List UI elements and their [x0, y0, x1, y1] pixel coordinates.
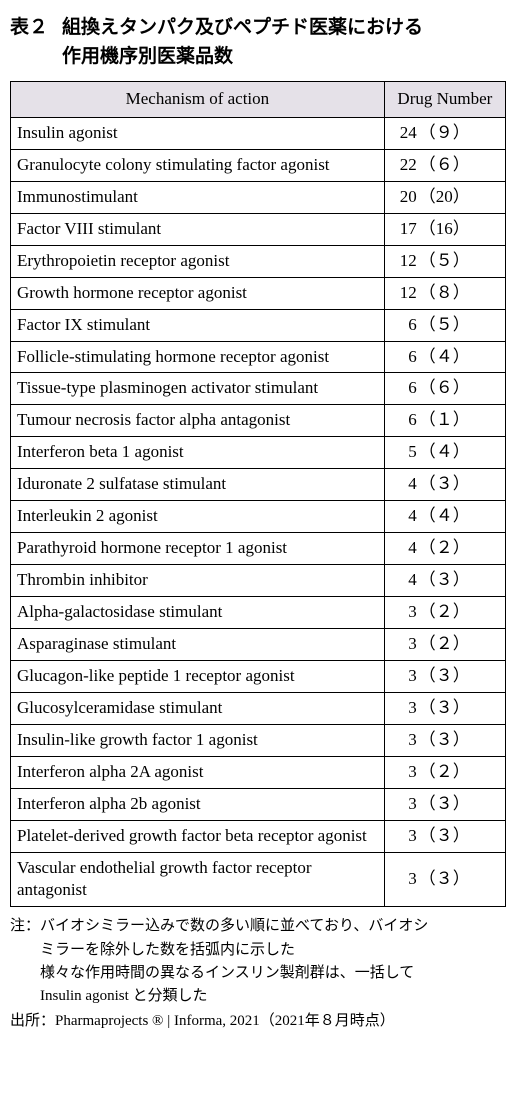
- cell-moa: Iduronate 2 sulfatase stimulant: [11, 469, 385, 501]
- cell-moa: Interleukin 2 agonist: [11, 501, 385, 533]
- table-row: Platelet-derived growth factor beta rece…: [11, 820, 506, 852]
- cell-number: 4（２）: [384, 533, 505, 565]
- cell-moa: Factor IX stimulant: [11, 309, 385, 341]
- cell-number: 20（20）: [384, 181, 505, 213]
- cell-number: 3（３）: [384, 724, 505, 756]
- footnotes: 注： バイオシミラー込みで数の多い順に並べており、バイオシ ミラーを除外した数を…: [10, 915, 506, 1033]
- cell-number: 12（５）: [384, 245, 505, 277]
- cell-number: 24（９）: [384, 117, 505, 149]
- table-title: 表２ 組換えタンパク及びペプチド医薬における 作用機序別医薬品数: [10, 14, 506, 71]
- cell-moa: Interferon alpha 2A agonist: [11, 756, 385, 788]
- cell-number: 4（３）: [384, 469, 505, 501]
- table-row: Vascular endothelial growth factor recep…: [11, 852, 506, 907]
- note-prefix: 注：: [10, 915, 40, 1008]
- cell-moa: Glucagon-like peptide 1 receptor agonist: [11, 660, 385, 692]
- cell-number: 12（８）: [384, 277, 505, 309]
- table-row: Insulin-like growth factor 1 agonist3（３）: [11, 724, 506, 756]
- table-row: Erythropoietin receptor agonist12（５）: [11, 245, 506, 277]
- cell-moa: Glucosylceramidase stimulant: [11, 692, 385, 724]
- table-row: Tissue-type plasminogen activator stimul…: [11, 373, 506, 405]
- cell-number: 6（５）: [384, 309, 505, 341]
- cell-moa: Asparaginase stimulant: [11, 628, 385, 660]
- cell-moa: Follicle-stimulating hormone receptor ag…: [11, 341, 385, 373]
- cell-number: 3（２）: [384, 628, 505, 660]
- table-title-text: 組換えタンパク及びペプチド医薬における 作用機序別医薬品数: [62, 14, 423, 71]
- cell-number: 4（３）: [384, 565, 505, 597]
- cell-number: 6（４）: [384, 341, 505, 373]
- cell-moa: Parathyroid hormone receptor 1 agonist: [11, 533, 385, 565]
- cell-moa: Interferon beta 1 agonist: [11, 437, 385, 469]
- cell-number: 3（３）: [384, 852, 505, 907]
- cell-number: 3（３）: [384, 660, 505, 692]
- cell-moa: Interferon alpha 2b agonist: [11, 788, 385, 820]
- cell-number: 6（６）: [384, 373, 505, 405]
- cell-moa: Tumour necrosis factor alpha antagonist: [11, 405, 385, 437]
- cell-number: 4（４）: [384, 501, 505, 533]
- cell-number: 3（２）: [384, 756, 505, 788]
- table-row: Factor VIII stimulant17（16）: [11, 213, 506, 245]
- cell-number: 6（１）: [384, 405, 505, 437]
- table-row: Growth hormone receptor agonist12（８）: [11, 277, 506, 309]
- cell-number: 22（６）: [384, 149, 505, 181]
- table-row: Interferon beta 1 agonist5（４）: [11, 437, 506, 469]
- cell-moa: Insulin agonist: [11, 117, 385, 149]
- table-row: Follicle-stimulating hormone receptor ag…: [11, 341, 506, 373]
- cell-moa: Immunostimulant: [11, 181, 385, 213]
- table-row: Iduronate 2 sulfatase stimulant4（３）: [11, 469, 506, 501]
- table-row: Factor IX stimulant6（５）: [11, 309, 506, 341]
- table-row: Alpha-galactosidase stimulant3（２）: [11, 597, 506, 629]
- note-body-1: バイオシミラー込みで数の多い順に並べており、バイオシ ミラーを除外した数を括弧内…: [40, 915, 428, 1008]
- cell-moa: Factor VIII stimulant: [11, 213, 385, 245]
- source-line: 出所：Pharmaprojects ® | Informa, 2021（2021…: [10, 1010, 506, 1033]
- header-num: Drug Number: [384, 82, 505, 118]
- table-row: Glucagon-like peptide 1 receptor agonist…: [11, 660, 506, 692]
- table-row: Interferon alpha 2b agonist3（３）: [11, 788, 506, 820]
- table-row: Parathyroid hormone receptor 1 agonist4（…: [11, 533, 506, 565]
- table-number: 表２: [10, 14, 48, 43]
- table-row: Interleukin 2 agonist4（４）: [11, 501, 506, 533]
- table-row: Asparaginase stimulant3（２）: [11, 628, 506, 660]
- cell-number: 3（３）: [384, 820, 505, 852]
- cell-moa: Platelet-derived growth factor beta rece…: [11, 820, 385, 852]
- cell-moa: Alpha-galactosidase stimulant: [11, 597, 385, 629]
- cell-moa: Growth hormone receptor agonist: [11, 277, 385, 309]
- table-row: Glucosylceramidase stimulant3（３）: [11, 692, 506, 724]
- table-row: Tumour necrosis factor alpha antagonist6…: [11, 405, 506, 437]
- cell-number: 17（16）: [384, 213, 505, 245]
- cell-moa: Erythropoietin receptor agonist: [11, 245, 385, 277]
- cell-moa: Thrombin inhibitor: [11, 565, 385, 597]
- cell-number: 3（２）: [384, 597, 505, 629]
- table-row: Insulin agonist24（９）: [11, 117, 506, 149]
- table-row: Immunostimulant20（20）: [11, 181, 506, 213]
- table-row: Thrombin inhibitor4（３）: [11, 565, 506, 597]
- mechanism-table: Mechanism of action Drug Number Insulin …: [10, 81, 506, 907]
- cell-number: 3（３）: [384, 692, 505, 724]
- cell-moa: Granulocyte colony stimulating factor ag…: [11, 149, 385, 181]
- cell-number: 3（３）: [384, 788, 505, 820]
- table-row: Granulocyte colony stimulating factor ag…: [11, 149, 506, 181]
- table-row: Interferon alpha 2A agonist3（２）: [11, 756, 506, 788]
- table-header-row: Mechanism of action Drug Number: [11, 82, 506, 118]
- cell-moa: Insulin-like growth factor 1 agonist: [11, 724, 385, 756]
- cell-moa: Vascular endothelial growth factor recep…: [11, 852, 385, 907]
- header-moa: Mechanism of action: [11, 82, 385, 118]
- cell-number: 5（４）: [384, 437, 505, 469]
- cell-moa: Tissue-type plasminogen activator stimul…: [11, 373, 385, 405]
